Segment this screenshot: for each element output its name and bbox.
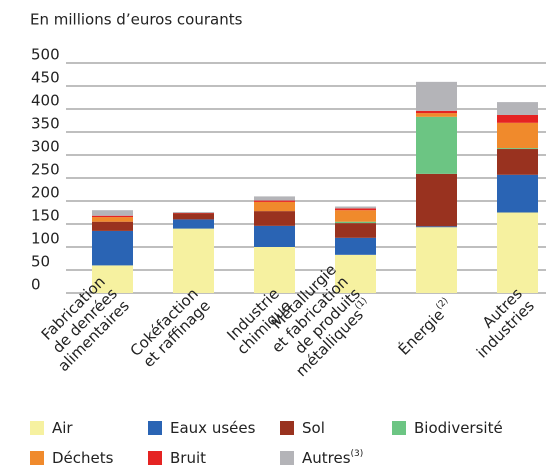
legend-text: Sol [302, 419, 325, 437]
bar-segment [497, 148, 538, 150]
legend-text: Biodiversité [414, 419, 503, 437]
legend-text: Eaux usées [170, 419, 256, 437]
bar-segment [497, 149, 538, 175]
bar-segment [254, 247, 295, 293]
chart-subtitle: En millions d’euros courants [30, 11, 243, 29]
x-tick-label: Énergie(2) [394, 296, 457, 359]
legend-swatch [280, 421, 294, 435]
bar-segment [92, 210, 133, 216]
y-tick-label: 50 [31, 253, 50, 271]
bar-segment [335, 237, 376, 255]
bar-segment [335, 221, 376, 224]
y-tick-label: 350 [31, 115, 60, 133]
bar-segment [497, 212, 538, 293]
bar-segment [173, 212, 214, 213]
legend-swatch [148, 421, 162, 435]
legend-label: Autres(3) [302, 449, 363, 466]
bar-segment [92, 221, 133, 231]
bar-segment [335, 210, 376, 222]
legend-swatch [148, 451, 162, 465]
bar-segment [254, 200, 295, 202]
bar-segment [254, 196, 295, 201]
x-tick-label-text: Énergie [394, 305, 448, 359]
bar-segment [254, 211, 295, 226]
bar-segment [92, 215, 133, 218]
legend-label: Biodiversité [414, 419, 503, 437]
legend-label: Eaux usées [170, 419, 256, 437]
legend-swatch [392, 421, 406, 435]
bar-segment [416, 173, 457, 227]
bar-segment [173, 219, 214, 229]
bar-segment [92, 230, 133, 266]
bar-segment [254, 201, 295, 212]
bar-segment [416, 116, 457, 174]
bar-segment [254, 225, 295, 247]
legend-label: Déchets [52, 449, 114, 466]
legend-label: Air [52, 419, 73, 437]
y-tick-label: 200 [31, 184, 60, 202]
bar-segment [335, 206, 376, 209]
y-tick-label: 100 [31, 230, 60, 248]
legend-label: Sol [302, 419, 325, 437]
y-tick-label: 400 [31, 92, 60, 110]
bar-segment [416, 227, 457, 293]
bar-segment [416, 110, 457, 114]
y-tick-label: 300 [31, 138, 60, 156]
bar-segment [497, 102, 538, 115]
bar-segment [497, 122, 538, 149]
legend-swatch [280, 451, 294, 465]
y-tick-label: 250 [31, 161, 60, 179]
legend-text: Air [52, 419, 73, 437]
bar-segment [335, 254, 376, 293]
bar-segment [335, 223, 376, 238]
bar-segment [497, 174, 538, 213]
y-tick-label: 500 [31, 46, 60, 64]
bar-segment [416, 113, 457, 117]
bar-segment [335, 208, 376, 211]
legend-label: Bruit [170, 449, 206, 466]
legend-swatch [30, 421, 44, 435]
x-tick-label-line: Énergie(2) [394, 296, 457, 359]
y-tick-label: 450 [31, 69, 60, 87]
bar-segment [416, 81, 457, 111]
bar-segment [92, 265, 133, 293]
bar-segment [173, 228, 214, 293]
bar-segment [497, 114, 538, 123]
legend-text: Bruit [170, 449, 206, 466]
bar-segment [92, 217, 133, 222]
bar-segment [416, 226, 457, 228]
legend-note: (3) [351, 449, 364, 459]
legend-text: Autres [302, 449, 351, 466]
y-tick-label: 150 [31, 207, 60, 225]
legend-swatch [30, 451, 44, 465]
legend-text: Déchets [52, 449, 114, 466]
y-tick-label: 0 [31, 276, 41, 294]
bar-segment [173, 213, 214, 220]
